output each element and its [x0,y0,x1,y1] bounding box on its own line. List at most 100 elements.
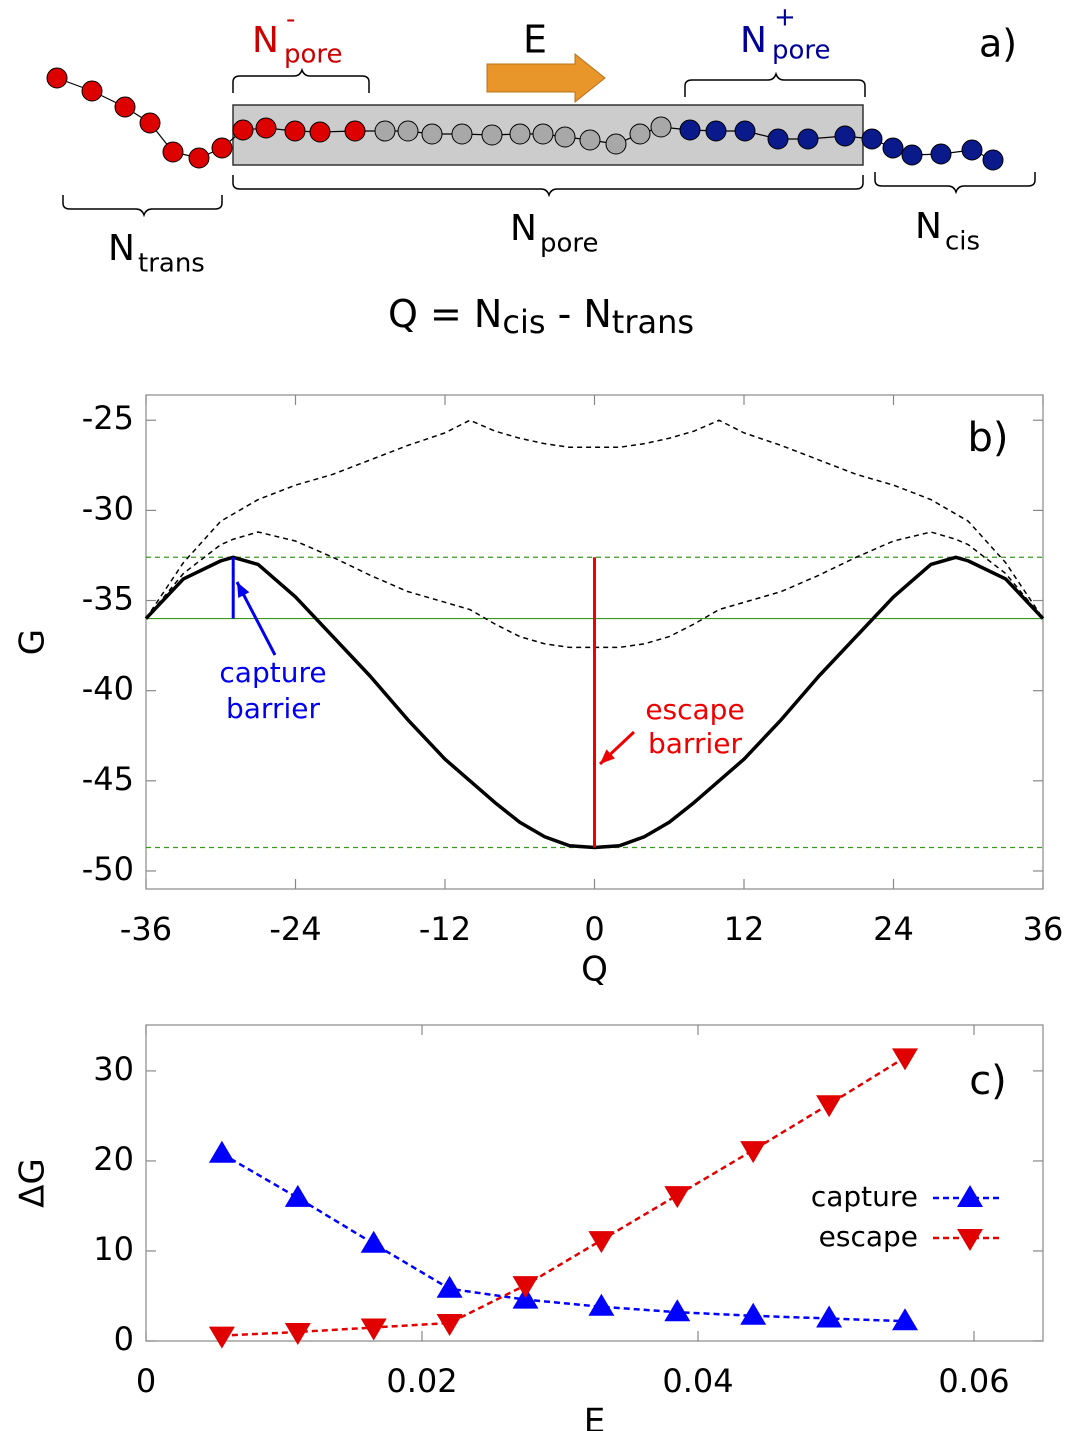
label-base: N [915,206,942,247]
bead [861,128,883,150]
y-tick-label: -25 [82,399,134,437]
bead [284,120,306,142]
data-point [892,1048,918,1071]
data-point [436,1275,463,1298]
series-line [221,1056,906,1337]
bead [797,128,819,150]
bead [232,119,254,141]
bead [374,120,396,142]
y-tick-label: -35 [82,580,134,618]
n-pore-plus: N + pore [740,3,831,66]
bead [734,120,756,142]
label-base: N [108,228,135,269]
y-axis-label: ΔG [13,1158,53,1208]
data-point [816,1095,843,1118]
bead [451,123,473,145]
bead [961,139,983,161]
data-point [588,1293,615,1316]
x-tick-label: 0 [136,1362,156,1400]
data-point [284,1322,311,1345]
bead [139,112,161,134]
bead [114,96,136,118]
bead [834,125,856,147]
annotation: capture [219,656,326,689]
x-tick-label: 24 [873,910,914,948]
data-point [512,1276,539,1299]
polymer [46,67,1004,171]
data-point [208,1326,235,1349]
series-line [144,555,1045,850]
y-tick-label: 30 [93,1050,134,1088]
data-point [892,1308,918,1331]
y-tick-label: 20 [93,1140,134,1178]
legend-label: escape [819,1220,918,1253]
annotation-arrowhead [600,749,616,764]
bead [532,123,554,145]
bead [421,123,443,145]
field-label: E [523,18,547,62]
data-point [208,1140,235,1163]
annotation: barrier [226,692,320,725]
bead [344,120,366,142]
y-tick-label: -50 [82,850,134,888]
n-pore-minus: N - pore [252,5,343,70]
bead [211,137,233,159]
data-point [284,1184,311,1207]
data-point [816,1305,843,1328]
formula-part: - N [546,292,612,336]
n-trans: N trans [108,228,205,279]
data-point [740,1302,767,1325]
label-sub: trans [138,249,205,279]
data-point [664,1299,691,1322]
plot-frame [145,1024,1044,1342]
bead [509,123,531,145]
panel-label: c) [969,1058,1007,1104]
x-tick-label: 0.04 [662,1362,733,1400]
data-point [664,1186,691,1209]
n-cis: N cis [915,206,980,257]
data-point [360,1230,387,1253]
y-tick-label: -45 [82,760,134,798]
bead [188,147,210,169]
legend-label: capture [811,1180,918,1213]
field-arrow [486,52,606,104]
bead [629,123,651,145]
x-axis-label: E [584,1402,605,1431]
formula-sub: trans [612,303,694,341]
legend-marker [957,1185,983,1207]
x-tick-label: -36 [120,910,172,948]
data-point [436,1313,463,1336]
x-tick-label: 0 [584,910,604,948]
x-tick-label: -24 [269,910,321,948]
braces [62,67,1036,218]
bead [397,120,419,142]
panel-label: b) [968,415,1009,461]
x-tick-label: 36 [1023,910,1064,948]
x-tick-label: -12 [419,910,471,948]
data-point [740,1141,767,1164]
legend-marker [957,1229,983,1251]
bead [481,124,503,146]
label-sub: pore [772,36,831,66]
x-tick-label: 12 [724,910,765,948]
y-axis-label: G [13,629,53,655]
label-sub: cis [945,227,980,257]
bead [705,120,727,142]
data-point [588,1231,615,1254]
formula-sub: cis [502,303,545,341]
bead [930,143,952,165]
label-base: N [252,20,279,61]
bead [605,133,627,155]
bead [46,67,68,89]
label-sup: + [774,3,796,33]
bead [679,119,701,141]
formula: Q = Ncis - Ntrans [388,292,694,342]
bead [882,137,904,159]
y-tick-label: 10 [93,1230,134,1268]
bead [255,117,277,139]
series-line [221,1152,906,1323]
annotation-arrowhead [237,582,250,598]
annotation: escape [645,693,744,726]
bead [767,128,789,150]
bead [901,144,923,166]
